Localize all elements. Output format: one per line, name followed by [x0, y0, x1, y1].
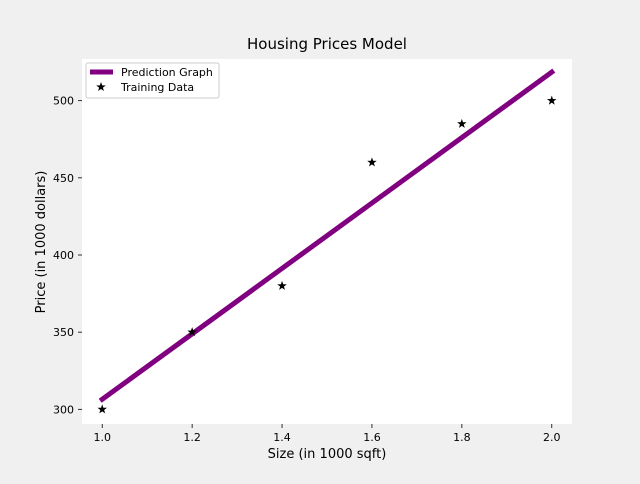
scatter-layer — [97, 95, 557, 414]
legend-label-prediction-graph: Prediction Graph — [121, 66, 213, 79]
legend: Prediction Graph Training Data — [85, 62, 220, 99]
y-tick-label: 450 — [53, 172, 74, 185]
x-tick-label: 2.0 — [543, 431, 561, 444]
x-tick-label: 1.8 — [453, 431, 471, 444]
legend-label-training-data: Training Data — [120, 81, 194, 94]
x-tick-label: 1.6 — [363, 431, 381, 444]
x-tick-label: 1.4 — [273, 431, 291, 444]
legend-frame — [85, 62, 220, 99]
y-tick-label: 350 — [53, 326, 74, 339]
training-data-point — [367, 157, 377, 167]
y-tick-label: 400 — [53, 249, 74, 262]
chart-title: Housing Prices Model — [247, 35, 407, 53]
y-axis-label: Price (in 1000 dollars) — [34, 171, 49, 314]
training-data-point — [187, 327, 197, 337]
x-tick-label: 1.0 — [93, 431, 111, 444]
training-data-point — [97, 404, 107, 414]
y-tick-label: 300 — [53, 403, 74, 416]
y-tick-label: 500 — [53, 95, 74, 108]
training-data-point — [457, 118, 467, 128]
x-tick-label: 1.2 — [183, 431, 201, 444]
prediction-line — [98, 68, 556, 403]
prediction-layer — [98, 68, 556, 403]
x-axis-label: Size (in 1000 sqft) — [268, 447, 387, 462]
legend-swatch-training-data — [96, 82, 106, 92]
x-axis-ticks: 1.0 1.2 1.4 1.6 1.8 2.0 — [93, 424, 561, 444]
training-data-point — [547, 95, 557, 105]
training-data-point — [277, 280, 287, 290]
y-axis-ticks: 300 350 400 450 500 — [53, 95, 82, 416]
